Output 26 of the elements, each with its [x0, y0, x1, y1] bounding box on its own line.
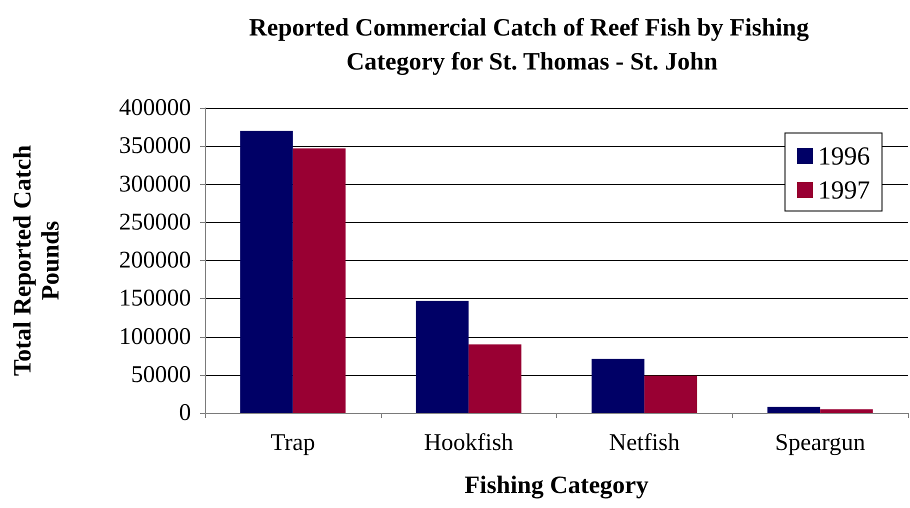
bar — [240, 130, 293, 413]
x-axis-title: Fishing Category — [464, 472, 650, 499]
bar — [644, 376, 698, 413]
chart-title: Reported Commercial Catch of Reef Fish by Fishing Category for St. Thomas - St. John — [248, 14, 816, 76]
bar — [767, 406, 820, 413]
y-axis-title: Total Reported Catch Pounds — [10, 144, 64, 376]
legend-label: 1997 — [818, 176, 870, 204]
x-tick-label: Netfish — [609, 430, 680, 456]
bar — [416, 300, 469, 413]
y-tick-label: 400000 — [119, 95, 191, 121]
y-tick-label: 150000 — [119, 286, 191, 312]
y-tick-label: 200000 — [119, 248, 191, 274]
x-tick-label: Trap — [270, 430, 316, 456]
y-tick-label: 100000 — [119, 324, 191, 350]
y-tick-label: 300000 — [119, 171, 191, 198]
x-tick-label: Hookfish — [424, 430, 514, 456]
bar — [820, 409, 873, 413]
x-tick-label: Speargun — [775, 430, 866, 456]
bar — [292, 148, 346, 413]
y-tick-label: 50000 — [131, 362, 191, 388]
bar — [468, 344, 522, 413]
y-tick-label: 0 — [179, 400, 191, 426]
y-tick-label: 350000 — [119, 133, 191, 160]
legend-label: 1996 — [818, 142, 870, 170]
y-tick-label: 250000 — [119, 209, 191, 236]
bar — [592, 358, 644, 413]
